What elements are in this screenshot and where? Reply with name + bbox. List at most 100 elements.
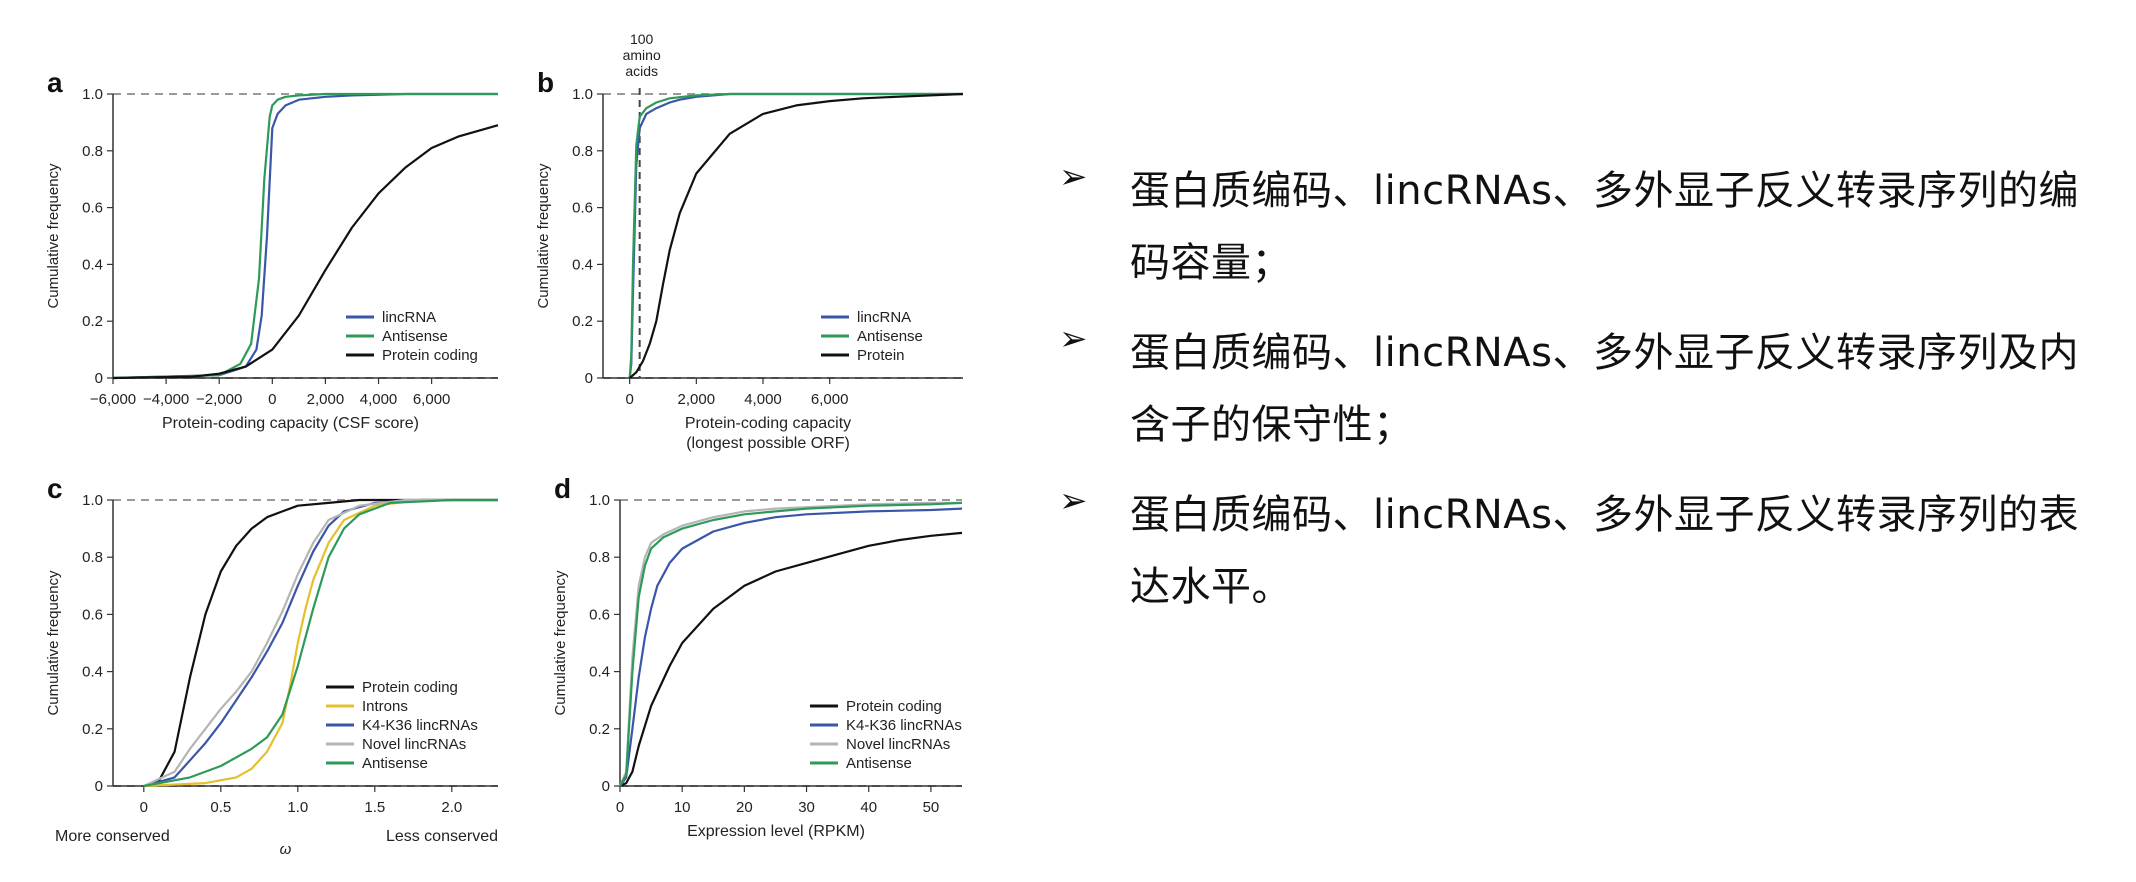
legend-label: Protein coding: [382, 347, 478, 364]
x-tick-label: 0.5: [210, 799, 231, 816]
series-line-protein-coding: [143, 498, 498, 788]
series-line-protein: [628, 92, 964, 379]
series-line-k4-k36-lincrnas: [619, 507, 963, 787]
y-tick-label: 0.6: [82, 200, 103, 217]
y-tick-label: 0.6: [82, 606, 103, 623]
y-tick-label: 0.4: [82, 256, 103, 273]
bullet-item: ➢ 蛋白质编码、lincRNAs、多外显子反义转录序列的编码容量；: [1055, 155, 2115, 299]
x-tick-label: 20: [736, 799, 753, 816]
figure-panels: a 0 0.2 0.4 0.6 0.8 1.0 −6,000 −4,000 −2,000 0 2,00…: [45, 31, 964, 858]
x-tick-label: −2,000: [196, 391, 242, 408]
x-tick-label: 0: [268, 391, 276, 408]
panel-letter: d: [554, 473, 571, 504]
y-tick-label: 0.2: [82, 721, 103, 738]
legend-label: Protein: [857, 347, 905, 364]
x-tick-label: 6,000: [413, 391, 451, 408]
series-line-introns: [143, 498, 498, 788]
arrow-bullet-icon: ➢: [1059, 157, 1088, 197]
legend-label: Novel lincRNAs: [846, 736, 950, 753]
bullet-text: 蛋白质编码、lincRNAs、多外显子反义转录序列的编码容量；: [1130, 168, 2079, 286]
x-tick-label: 30: [798, 799, 815, 816]
y-tick-label: 1.0: [572, 86, 593, 103]
vline-label: 100: [630, 31, 654, 47]
y-tick-label: 0.2: [572, 313, 593, 330]
legend-label: Antisense: [857, 328, 923, 345]
series-line-antisense: [619, 501, 963, 787]
legend-label: Protein coding: [362, 679, 458, 696]
x-tick-label: 4,000: [360, 391, 398, 408]
series-line-protein-coding: [112, 124, 499, 380]
y-axis-label: Cumulative frequency: [552, 570, 569, 716]
bullet-item: ➢ 蛋白质编码、lincRNAs、多外显子反义转录序列的表达水平。: [1055, 479, 2115, 623]
series-line-novel-lincrnas: [143, 498, 498, 787]
x-tick-label: −4,000: [143, 391, 189, 408]
chart-panel-d: d 0 0.2 0.4 0.6 0.8 1.0 0 10 20 30 40 50 Cumulative f…: [552, 473, 963, 840]
y-tick-label: 0.2: [589, 721, 610, 738]
x-axis-right-label: Less conserved: [386, 828, 498, 845]
series-line-antisense: [628, 92, 963, 379]
series-line-novel-lincrnas: [618, 501, 962, 787]
x-tick-label: 6,000: [811, 391, 849, 408]
x-tick-label: 0: [140, 799, 148, 816]
x-tick-label: 2,000: [678, 391, 716, 408]
legend-label: Introns: [362, 698, 408, 715]
x-tick-label: 4,000: [744, 391, 782, 408]
y-tick-label: 0.8: [572, 143, 593, 160]
legend-label: K4-K36 lincRNAs: [846, 717, 962, 734]
y-tick-label: 1.0: [82, 492, 103, 509]
series-line-protein-coding: [619, 531, 963, 787]
legend-label: Antisense: [846, 755, 912, 772]
arrow-bullet-icon: ➢: [1059, 481, 1088, 521]
panel-letter: b: [537, 67, 554, 98]
vline-label: acids: [625, 63, 658, 79]
x-tick-label: 1.5: [364, 799, 385, 816]
y-tick-label: 0: [585, 370, 593, 387]
x-tick-label: 40: [860, 799, 877, 816]
bullet-text: 蛋白质编码、lincRNAs、多外显子反义转录序列及内含子的保守性；: [1130, 330, 2079, 448]
panel-letter: a: [47, 67, 63, 98]
vline-label: amino: [623, 47, 661, 63]
x-tick-label: 10: [674, 799, 691, 816]
y-tick-label: 0.8: [589, 549, 610, 566]
series-line-lincrna: [112, 92, 498, 380]
bullet-text: 蛋白质编码、lincRNAs、多外显子反义转录序列的表达水平。: [1130, 492, 2079, 610]
x-axis-label: (longest possible ORF): [686, 435, 850, 452]
x-tick-label: 50: [923, 799, 940, 816]
series-line-antisense: [112, 92, 498, 380]
x-tick-label: −6,000: [90, 391, 136, 408]
legend-label: Novel lincRNAs: [362, 736, 466, 753]
y-axis-label: Cumulative frequency: [45, 570, 62, 716]
y-tick-label: 0.6: [589, 606, 610, 623]
y-axis-label: Cumulative frequency: [45, 163, 62, 309]
y-axis-label: Cumulative frequency: [535, 163, 552, 309]
chart-panel-b: b 0 0.2 0.4 0.6 0.8 1.0 0 2,000 4,000 6,000 Cumulat…: [535, 31, 964, 452]
bullet-item: ➢ 蛋白质编码、lincRNAs、多外显子反义转录序列及内含子的保守性；: [1055, 317, 2115, 461]
x-axis-label: Protein-coding capacity: [685, 415, 851, 432]
chart-panel-c: c 0 0.2 0.4 0.6 0.8 1.0 0 0.5 1.0 1.5 2.0 Cumulative…: [45, 473, 498, 858]
legend-label: Antisense: [362, 755, 428, 772]
legend-label: lincRNA: [857, 309, 911, 326]
x-tick-label: 2.0: [441, 799, 462, 816]
x-axis-left-label: More conserved: [55, 828, 170, 845]
y-tick-label: 0.2: [82, 313, 103, 330]
legend-label: lincRNA: [382, 309, 436, 326]
bullet-list: ➢ 蛋白质编码、lincRNAs、多外显子反义转录序列的编码容量； ➢ 蛋白质编…: [1055, 155, 2115, 641]
x-axis-label: Protein-coding capacity (CSF score): [162, 415, 419, 432]
chart-panel-a: a 0 0.2 0.4 0.6 0.8 1.0 −6,000 −4,000 −2,000 0 2,00…: [45, 67, 499, 432]
y-tick-label: 0: [95, 370, 103, 387]
y-tick-label: 0.8: [82, 143, 103, 160]
x-tick-label: 0: [616, 799, 624, 816]
series-line-antisense: [143, 498, 498, 788]
arrow-bullet-icon: ➢: [1059, 319, 1088, 359]
legend-label: Protein coding: [846, 698, 942, 715]
y-tick-label: 0: [602, 778, 610, 795]
x-tick-label: 2,000: [307, 391, 345, 408]
x-axis-label: ω: [280, 841, 292, 858]
y-tick-label: 0.4: [82, 664, 103, 681]
x-axis-label: Expression level (RPKM): [687, 823, 865, 840]
y-tick-label: 0: [95, 778, 103, 795]
y-tick-label: 0.4: [572, 256, 593, 273]
x-tick-label: 1.0: [287, 799, 308, 816]
y-tick-label: 0.4: [589, 664, 610, 681]
x-tick-label: 0: [625, 391, 633, 408]
